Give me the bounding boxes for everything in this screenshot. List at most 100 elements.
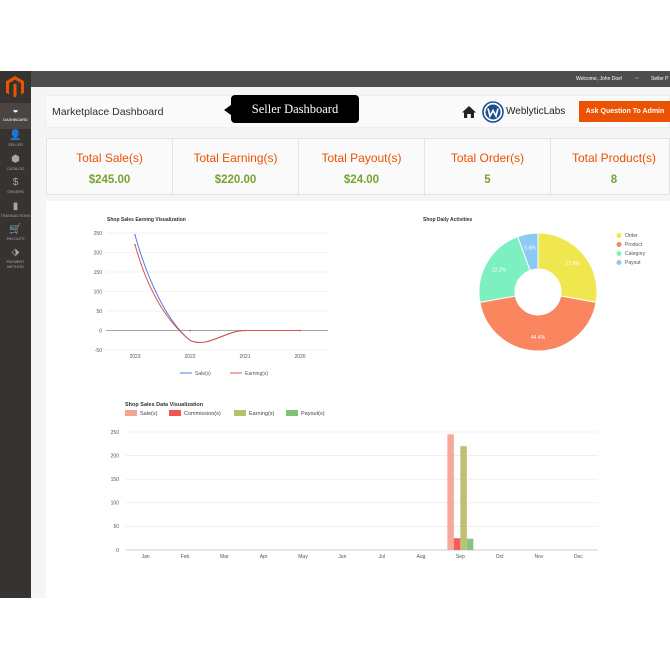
sales-earning-line-chart: Shop Sales Earning Visualization 250 200 1…	[94, 217, 328, 377]
bar-chart-icon: ▮	[12, 201, 19, 212]
sidebar: ◒ DASHBOARD 👤 SELLER ⬢ CATALOG $ ORDERS ▮ TRANSAC…	[0, 71, 31, 598]
x-tick-label: 2023	[129, 354, 140, 360]
sidebar-item-label: PAYMENT METHOD	[6, 259, 25, 269]
x-tick-label: Jul	[378, 554, 384, 560]
y-tick-label: 250	[94, 231, 103, 237]
line-series-sales	[134, 234, 300, 343]
donut-value-label: 5.6%	[524, 245, 536, 251]
line-point	[189, 329, 191, 332]
bar-payouts	[466, 538, 474, 550]
legend-label: Payout	[625, 260, 641, 266]
sidebar-item-orders[interactable]: $ ORDERS	[0, 175, 31, 201]
sidebar-item-dashboard[interactable]: ◒ DASHBOARD	[0, 103, 31, 129]
sidebar-item-payment-method[interactable]: ⬗ PAYMENT METHOD	[0, 245, 31, 271]
legend-label: Order	[625, 233, 638, 239]
chart-title: Shop Daily Activities	[423, 217, 472, 223]
x-tick-label: Feb	[181, 554, 190, 560]
sidebar-item-label: ORDERS	[7, 189, 24, 194]
top-bar: Welcome, John Doe! ⌵ Seller P	[31, 71, 670, 87]
stat-value: $245.00	[88, 174, 131, 186]
stat-value: 5	[484, 174, 491, 186]
sidebar-item-transactions[interactable]: ▮ TRANSACTIONS	[0, 199, 31, 225]
y-tick-label: 0	[116, 548, 119, 554]
legend-swatch	[234, 410, 246, 416]
y-tick-label: 200	[111, 453, 120, 459]
dashboard-icon: ◒	[12, 105, 19, 116]
stat-label: Total Payout(s)	[321, 151, 402, 165]
seller-dashboard-tooltip: Seller Dashboard	[224, 95, 359, 123]
cube-icon: ⬢	[11, 154, 20, 165]
legend-swatch	[616, 233, 622, 238]
seller-link[interactable]: Seller P	[651, 76, 669, 82]
line-point	[134, 243, 136, 246]
legend-label: Commission(s)	[184, 411, 221, 417]
x-tick-label: Dec	[574, 554, 583, 560]
y-tick-label: 150	[94, 270, 103, 276]
sidebar-item-catalog[interactable]: ⬢ CATALOG	[0, 152, 31, 178]
chart-title: Shop Sales Earning Visualization	[107, 217, 186, 223]
sidebar-item-seller[interactable]: 👤 SELLER	[0, 128, 31, 154]
x-tick-label: 2022	[184, 354, 195, 360]
home-icon[interactable]	[461, 105, 477, 119]
legend-swatch	[125, 410, 137, 416]
cart-icon: 🛒	[9, 224, 22, 235]
x-tick-label: 2021	[239, 354, 250, 360]
donut-value-label: 44.4%	[531, 335, 546, 341]
stat-total-payouts: Total Payout(s) $24.00	[299, 139, 425, 196]
x-tick-label: 2020	[294, 354, 305, 360]
chart-title: Shop Sales Data Visualization	[125, 402, 204, 408]
x-tick-label: Sep	[456, 554, 465, 560]
y-tick-label: 50	[113, 524, 119, 530]
x-tick-label: Jan	[142, 554, 150, 560]
legend-label: Category	[625, 251, 646, 257]
y-tick-label: -50	[95, 348, 102, 354]
stat-total-orders: Total Order(s) 5	[425, 139, 551, 196]
page-title: Marketplace Dashboard	[52, 106, 164, 118]
donut-slice-product	[479, 295, 597, 352]
y-tick-label: 100	[111, 501, 120, 507]
line-point	[244, 329, 246, 332]
sales-data-bar-chart: Shop Sales Data Visualization Sale(s) Com…	[111, 402, 598, 560]
legend-label: Product	[625, 242, 643, 248]
sidebar-item-label: DASHBOARD	[3, 117, 28, 122]
account-chevron-down-icon[interactable]: ⌵	[635, 75, 639, 81]
daily-activities-donut-chart: Shop Daily Activities 27.8% 44.4% 22.2% 5.6…	[423, 217, 646, 352]
line-point	[299, 329, 301, 332]
donut-slice-payout	[517, 232, 539, 272]
donut-value-label: 22.2%	[492, 267, 507, 273]
bar-earnings	[460, 446, 467, 550]
stat-total-sales: Total Sale(s) $245.00	[47, 139, 173, 196]
app-frame: ◒ DASHBOARD 👤 SELLER ⬢ CATALOG $ ORDERS ▮ TRANSAC…	[0, 71, 670, 598]
stat-label: Total Order(s)	[450, 151, 525, 165]
brand-name: WeblyticLabs	[506, 106, 566, 117]
bar-commissions	[453, 538, 461, 550]
stat-total-products: Total Product(s) 8	[551, 139, 670, 196]
x-tick-label: Nov	[535, 554, 544, 560]
charts-panel: Shop Sales Earning Visualization 250 200 1…	[46, 201, 670, 598]
legend-swatch	[286, 410, 298, 416]
sidebar-item-payouts[interactable]: 🛒 PAYOUTS	[0, 222, 31, 248]
donut-slice-order	[537, 232, 598, 303]
stat-label: Total Sale(s)	[76, 151, 143, 165]
person-icon: 👤	[9, 130, 22, 141]
ask-question-button[interactable]: Ask Question To Admin	[579, 101, 670, 122]
stats-panel: Total Sale(s) $245.00 Total Earning(s) $…	[46, 138, 670, 196]
x-tick-label: Aug	[417, 554, 426, 560]
bar-sales	[447, 434, 454, 550]
donut-value-label: 27.8%	[565, 261, 580, 267]
legend-swatch	[169, 410, 181, 416]
stat-value: $220.00	[214, 174, 257, 186]
y-tick-label: 250	[111, 430, 120, 436]
sidebar-item-label: CATALOG	[6, 166, 25, 171]
legend-swatch	[616, 251, 622, 256]
legend-swatch	[616, 260, 622, 265]
magento-logo[interactable]	[4, 75, 26, 99]
legend-label: Sale(s)	[195, 371, 211, 377]
legend-label: Earning(s)	[245, 371, 268, 377]
y-tick-label: 200	[94, 250, 103, 256]
sidebar-item-label: SELLER	[8, 142, 23, 147]
stat-total-earnings: Total Earning(s) $220.00	[173, 139, 299, 196]
x-tick-label: Jun	[338, 554, 346, 560]
stat-value: $24.00	[343, 174, 380, 186]
x-tick-label: Oct	[496, 554, 504, 560]
